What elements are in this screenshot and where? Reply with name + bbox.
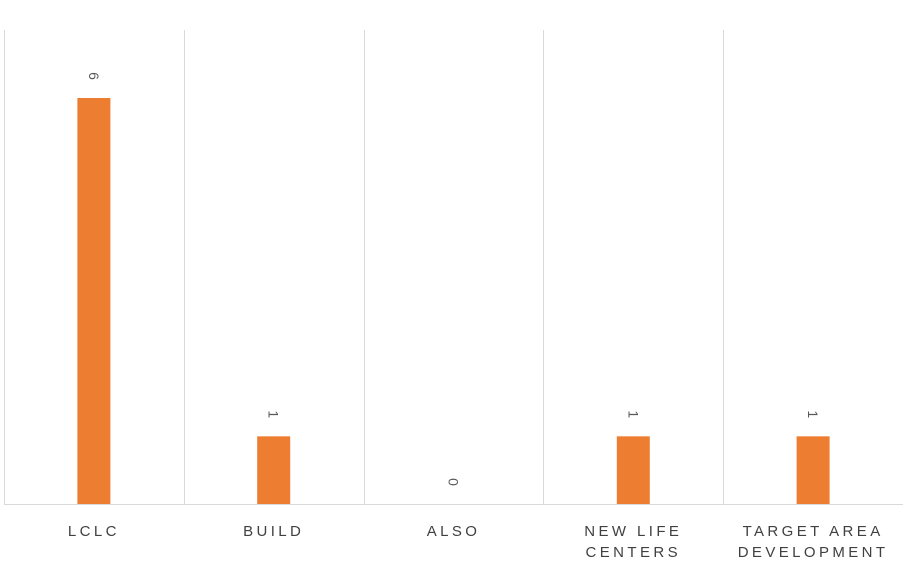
category-label-2: ALSO: [426, 523, 481, 540]
data-label-2: 0: [446, 478, 462, 486]
bar-0: [77, 98, 111, 504]
bar-3: [616, 436, 650, 504]
data-label-3: 1: [625, 410, 641, 418]
bar-1: [257, 436, 291, 504]
data-label-4: 1: [805, 410, 821, 418]
category-label-1: BUILD: [243, 523, 305, 540]
data-label-1: 1: [266, 410, 282, 418]
category-label-3: NEW LIFE CENTERS: [584, 523, 683, 561]
bars: [77, 98, 830, 504]
gridlines: [4, 30, 903, 505]
data-labels: 6 1 0 1 1: [86, 72, 821, 486]
bar-4: [796, 436, 830, 504]
category-label-0: LCLC: [67, 523, 120, 540]
data-label-0: 6: [86, 72, 102, 80]
category-label-4: TARGET AREA DEVELOPMENT: [737, 523, 889, 561]
